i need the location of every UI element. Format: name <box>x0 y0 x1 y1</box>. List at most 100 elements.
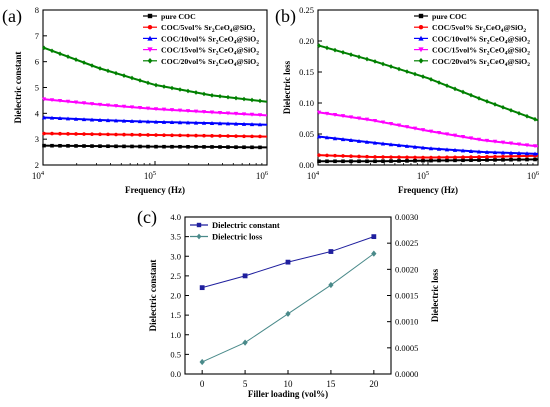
legend-marker <box>147 47 153 53</box>
y-tick-label: 6 <box>35 57 39 67</box>
data-point <box>517 157 521 162</box>
data-point <box>257 113 263 118</box>
data-point <box>413 155 417 160</box>
data-point <box>500 150 506 155</box>
data-point <box>178 133 182 138</box>
data-point <box>98 144 102 148</box>
data-point <box>89 117 95 122</box>
y-tick-label: 0.25 <box>299 5 314 15</box>
data-point <box>508 141 514 146</box>
data-point <box>461 158 465 163</box>
data-point <box>524 143 530 148</box>
data-point <box>484 149 490 154</box>
data-point <box>66 144 70 148</box>
data-point <box>349 52 353 57</box>
legend-label: COC/15vol% Sr2CeO4@SiO2 <box>432 46 530 57</box>
data-point <box>429 77 433 82</box>
series-5 <box>42 45 268 104</box>
legend-label: Dielectric loss <box>212 232 263 242</box>
data-point <box>405 159 409 163</box>
data-point <box>49 98 55 103</box>
data-point <box>145 106 151 111</box>
data-point <box>41 115 47 120</box>
y-axis-label: Dielectric constant <box>148 260 158 332</box>
data-point <box>90 132 94 136</box>
data-point <box>332 112 338 117</box>
data-point <box>146 144 150 149</box>
y2-tick-label: 0.0000 <box>395 369 418 379</box>
data-point <box>234 95 238 101</box>
data-point <box>397 159 401 163</box>
data-point <box>317 43 321 48</box>
data-point <box>316 110 322 115</box>
plot-b: 104 105 106 0.00 0.05 0.10 0.15 0.20 0.25 Frequen… <box>282 5 540 195</box>
data-point <box>218 93 222 99</box>
data-point <box>485 158 489 162</box>
x-tick-label: 15 <box>326 379 336 389</box>
data-point <box>186 88 190 94</box>
data-point <box>97 102 103 107</box>
data-point <box>524 151 530 156</box>
data-point <box>178 144 182 149</box>
data-point <box>218 134 222 138</box>
data-point <box>50 48 54 54</box>
data-point <box>137 119 143 124</box>
data-point <box>372 118 378 123</box>
x-tick-label: 106 <box>527 170 540 181</box>
data-point <box>349 154 353 158</box>
data-point <box>492 150 498 155</box>
legend-marker <box>196 222 202 228</box>
y-tick-label: 1.0 <box>170 330 181 340</box>
legend-marker <box>147 25 153 30</box>
data-point <box>185 120 191 125</box>
data-point <box>325 45 329 51</box>
data-point <box>493 102 497 107</box>
data-point <box>121 104 127 109</box>
data-point <box>461 155 465 159</box>
x-axis-label: Frequency (Hz) <box>398 185 458 195</box>
data-point <box>194 145 198 149</box>
data-point <box>210 134 214 138</box>
data-point <box>199 358 205 366</box>
data-point <box>333 153 337 158</box>
data-point <box>242 339 248 346</box>
data-point <box>121 118 127 123</box>
data-point <box>138 144 142 149</box>
y-tick-label: 0.5 <box>170 349 181 359</box>
data-point <box>74 144 78 148</box>
y2-tick-label: 0.0030 <box>395 212 418 222</box>
data-point <box>234 134 238 138</box>
data-point <box>138 133 142 137</box>
data-point <box>170 133 174 138</box>
data-point <box>177 108 183 113</box>
legend-label: COC/5vol% Sr2CeO4@SiO2 <box>432 23 526 34</box>
data-point <box>452 133 458 138</box>
data-point <box>285 259 291 265</box>
y-tick-label: 0.15 <box>299 67 314 77</box>
data-point <box>328 249 334 254</box>
data-point <box>58 51 62 57</box>
data-point <box>452 147 458 152</box>
data-point <box>364 139 370 144</box>
data-point <box>517 154 521 158</box>
legend-marker <box>147 13 153 19</box>
data-point <box>509 107 513 113</box>
data-point <box>170 85 174 91</box>
y2-tick-label: 0.0025 <box>395 238 418 248</box>
y2-tick-label: 0.0015 <box>395 291 418 301</box>
data-point <box>316 134 322 139</box>
data-point <box>429 158 433 163</box>
data-point <box>533 157 537 162</box>
y-tick-label: 7 <box>35 31 39 41</box>
data-point <box>250 145 254 150</box>
data-point <box>532 151 538 156</box>
data-point <box>153 119 159 124</box>
legend-marker <box>196 233 202 240</box>
data-point <box>325 159 329 164</box>
data-point <box>412 144 418 149</box>
data-point <box>445 83 449 89</box>
data-point <box>57 116 63 121</box>
data-point <box>421 155 425 160</box>
data-point <box>357 159 361 164</box>
data-point <box>161 107 167 112</box>
